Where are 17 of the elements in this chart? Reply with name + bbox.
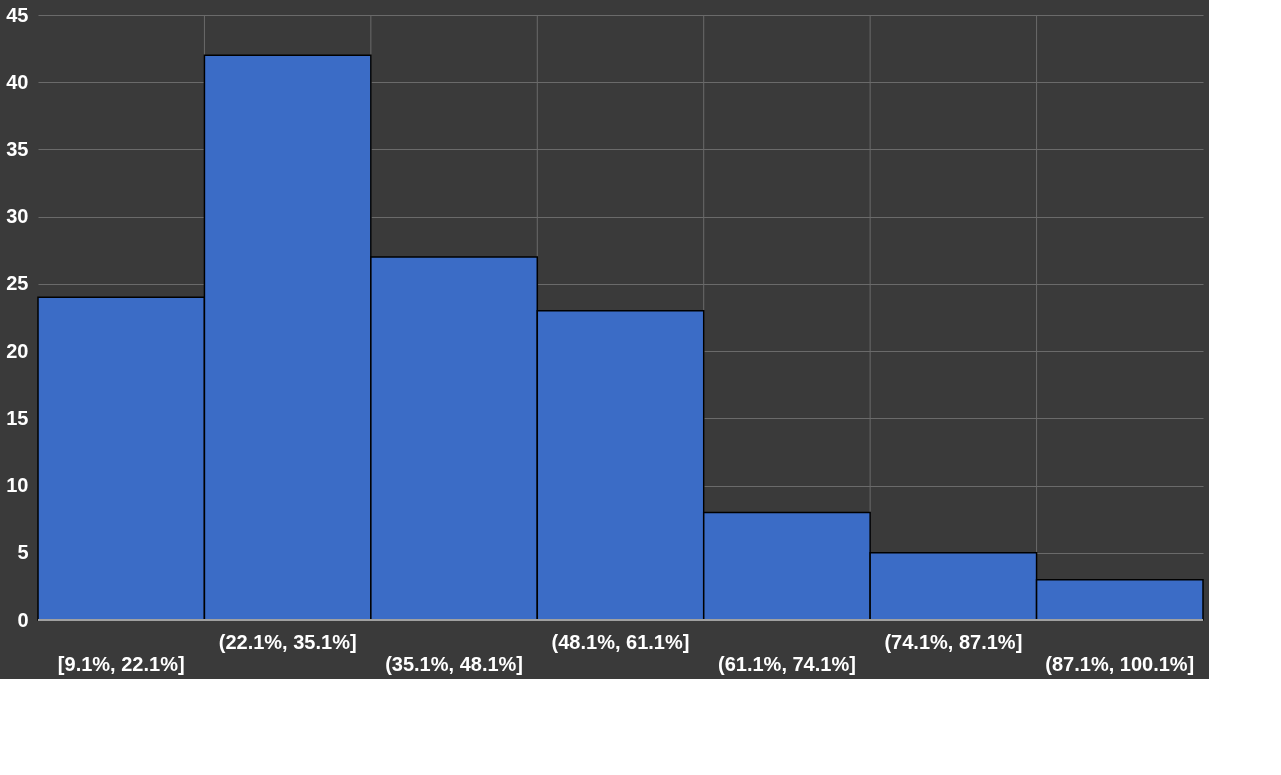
x-tick-label: (22.1%, 35.1%]	[218, 630, 357, 653]
x-tick-label: [9.1%, 22.1%]	[57, 652, 185, 675]
y-tick-label: 40	[6, 70, 29, 93]
y-tick-label: 35	[6, 137, 29, 160]
x-tick-label: (35.1%, 48.1%]	[385, 652, 523, 675]
x-tick-label: (74.1%, 87.1%]	[884, 630, 1023, 653]
y-tick-label: 30	[6, 205, 29, 228]
y-tick-label: 5	[17, 541, 29, 564]
x-tick-label: (61.1%, 74.1%]	[718, 652, 856, 675]
y-tick-label: 25	[6, 272, 29, 295]
x-tick-label: (48.1%, 61.1%]	[551, 630, 690, 653]
y-tick-label: 10	[6, 474, 29, 497]
y-tick-label: 20	[6, 339, 29, 362]
y-tick-label: 45	[6, 3, 29, 26]
x-tick-label: (87.1%, 100.1%]	[1045, 652, 1195, 675]
y-tick-label: 15	[6, 406, 29, 429]
y-tick-label: 0	[17, 608, 29, 631]
